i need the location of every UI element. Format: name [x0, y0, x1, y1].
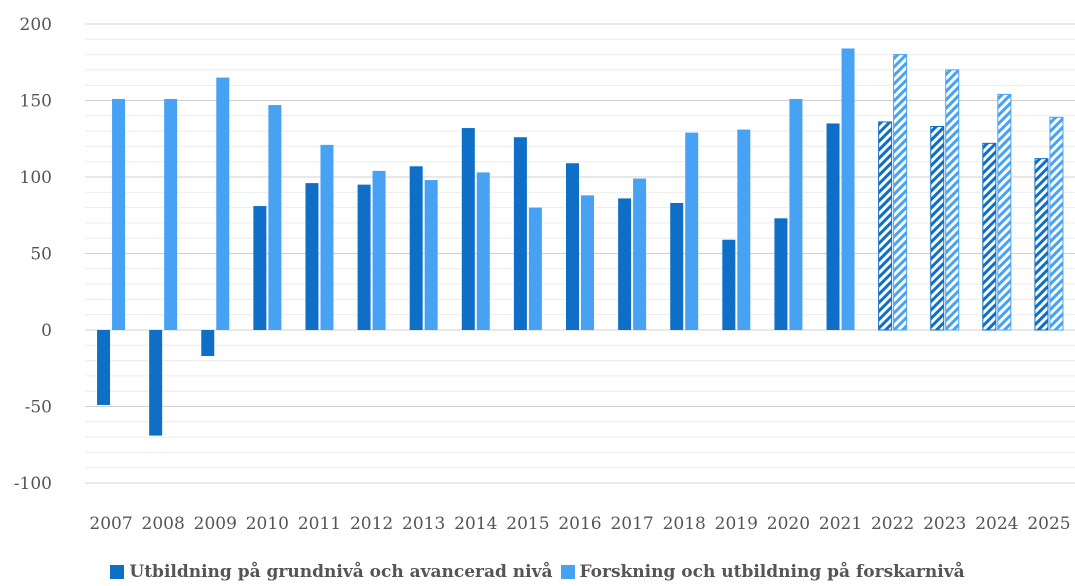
x-tick-label: 2010	[246, 514, 289, 534]
legend-label-series-1: Utbildning på grundnivå och avancerad ni…	[129, 562, 553, 582]
bar-series-2-2020	[789, 98, 803, 330]
x-tick-label: 2025	[1027, 514, 1070, 534]
bar-series-1-2011	[305, 183, 319, 330]
bar-series-1-2024	[982, 142, 997, 331]
bar-series-2-2009	[216, 77, 230, 330]
bar-series-2-2016	[581, 195, 594, 330]
x-tick-label: 2017	[610, 514, 653, 534]
x-tick-label: 2014	[454, 514, 497, 534]
x-tick-label: 2023	[923, 514, 966, 534]
x-tick-label: 2008	[142, 514, 185, 534]
bar-series-1-2010	[253, 206, 267, 330]
x-tick-label: 2019	[715, 514, 758, 534]
bar-series-2-2023	[945, 69, 960, 331]
bar-series-1-2014	[461, 128, 475, 330]
bar-series-2-2024	[997, 93, 1012, 331]
bar-series-2-2017	[633, 178, 647, 330]
x-tick-label: 2016	[558, 514, 601, 534]
bar-series-1-2025	[1034, 158, 1049, 331]
bar-series-2-2008	[164, 98, 178, 330]
bar-series-1-2023	[930, 126, 945, 331]
bar-series-2-2010	[268, 105, 282, 330]
x-tick-label: 2018	[663, 514, 706, 534]
bar-series-1-2021	[826, 123, 840, 330]
bar-series-1-2008	[149, 330, 163, 436]
bar-series-1-2016	[566, 163, 579, 330]
legend: Utbildning på grundnivå och avancerad ni…	[0, 560, 1075, 584]
x-tick-label: 2015	[506, 514, 549, 534]
bar-series-1-2015	[513, 137, 527, 330]
y-tick-label: 100	[20, 168, 52, 188]
bar-series-2-2018	[685, 132, 699, 330]
x-tick-label: 2021	[819, 514, 862, 534]
y-tick-label: -50	[25, 398, 52, 418]
legend-label-series-2: Forskning och utbildning på forskarnivå	[579, 562, 965, 582]
bar-series-1-2013	[409, 166, 423, 330]
bar-series-1-2022	[878, 121, 893, 331]
bar-series-2-2014	[476, 172, 490, 330]
bar-series-2-2007	[112, 98, 126, 330]
bar-series-2-2011	[320, 144, 334, 330]
bar-series-2-2015	[528, 207, 542, 330]
bar-series-1-2018	[670, 203, 684, 330]
x-tick-label: 2007	[89, 514, 132, 534]
x-tick-label: 2013	[402, 514, 445, 534]
bar-series-2-2013	[424, 180, 438, 330]
y-tick-label: -100	[14, 474, 52, 494]
y-tick-label: 50	[30, 245, 52, 265]
x-tick-label: 2011	[298, 514, 341, 534]
legend-swatch-series-2	[560, 565, 575, 579]
bar-chart: -100 -50 0 50 100 150 200 2007 2008 2009 2010 2011…	[14, 15, 1075, 534]
bar-series-2-2021	[841, 48, 855, 330]
y-tick-label: 150	[20, 92, 52, 112]
bar-series-1-2007	[97, 330, 111, 405]
bar-series-1-2017	[618, 198, 632, 330]
bar-series-2-2012	[372, 170, 386, 330]
bar-series-1-2020	[774, 218, 788, 330]
bar-series-1-2012	[357, 184, 371, 330]
bar-series-2-2022	[893, 54, 908, 331]
x-tick-label: 2024	[975, 514, 1018, 534]
x-tick-label: 2009	[194, 514, 237, 534]
bar-series-2-2025	[1049, 116, 1064, 331]
bar-series-1-2019	[722, 239, 736, 330]
legend-swatch-series-1	[110, 565, 125, 579]
legend-item-series-2: Forskning och utbildning på forskarnivå	[560, 562, 965, 582]
x-tick-label: 2020	[767, 514, 810, 534]
y-tick-label: 200	[20, 15, 52, 35]
x-tick-label: 2012	[350, 514, 393, 534]
x-tick-label: 2022	[871, 514, 914, 534]
bar-series-2-2019	[737, 129, 751, 330]
y-tick-label: 0	[41, 321, 52, 341]
bar-series-1-2009	[201, 330, 215, 357]
legend-item-series-1: Utbildning på grundnivå och avancerad ni…	[110, 562, 553, 582]
